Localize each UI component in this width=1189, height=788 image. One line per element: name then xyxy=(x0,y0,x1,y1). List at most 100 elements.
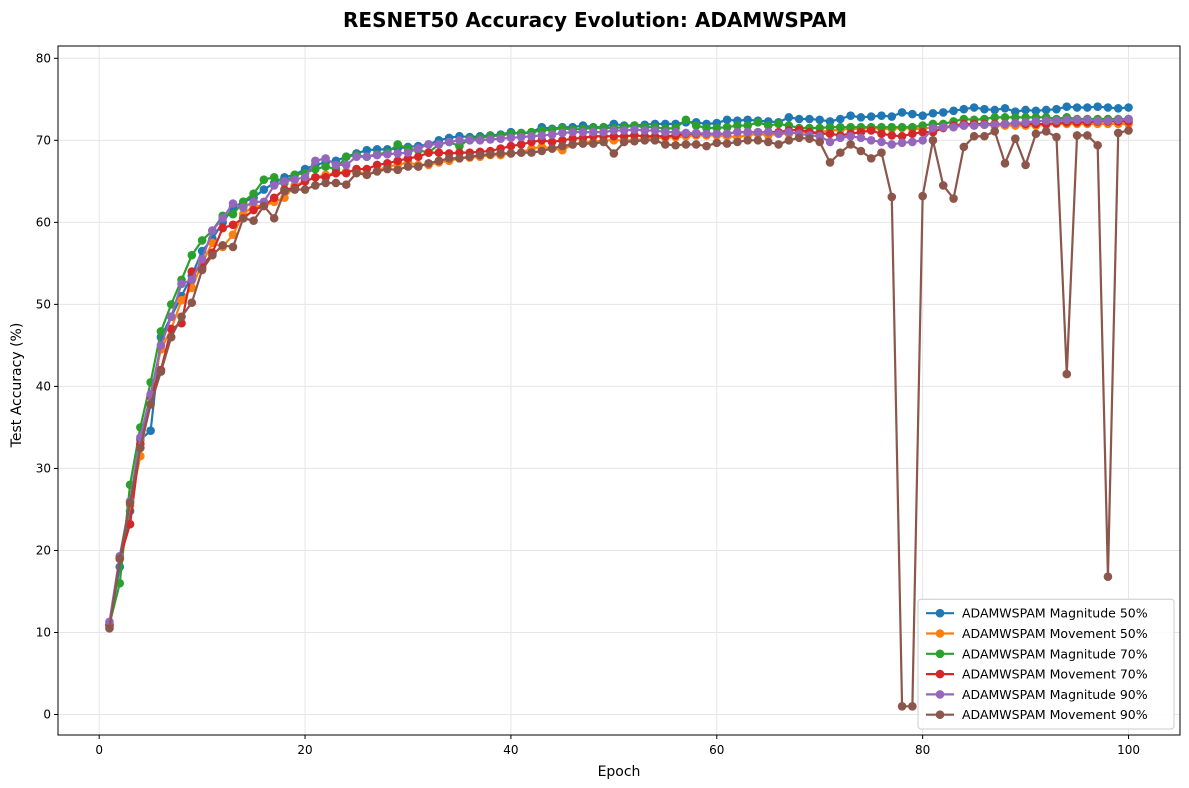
data-point xyxy=(784,136,794,145)
legend-label: ADAMWSPAM Magnitude 90% xyxy=(962,687,1148,702)
data-point xyxy=(578,127,588,137)
data-point xyxy=(341,180,351,189)
data-point xyxy=(897,131,907,141)
data-point xyxy=(146,400,155,409)
data-point xyxy=(866,126,876,135)
data-point xyxy=(836,122,845,132)
data-point xyxy=(815,115,825,125)
data-point xyxy=(321,178,330,188)
data-point xyxy=(619,126,629,135)
legend-item: ADAMWSPAM Magnitude 50% xyxy=(926,606,1148,621)
data-point xyxy=(588,139,598,148)
data-point xyxy=(691,128,701,138)
data-point xyxy=(1103,103,1113,112)
data-point xyxy=(1000,119,1010,129)
data-point xyxy=(486,149,495,159)
data-point xyxy=(516,148,526,157)
data-point xyxy=(269,213,279,223)
data-point xyxy=(249,189,258,198)
data-point xyxy=(516,132,526,142)
data-point xyxy=(218,213,227,223)
data-point xyxy=(599,137,608,147)
data-point xyxy=(866,136,876,145)
data-point xyxy=(712,138,722,148)
data-point xyxy=(856,113,866,122)
data-point xyxy=(125,519,135,529)
data-point xyxy=(1083,115,1092,125)
data-point xyxy=(269,193,279,203)
data-point xyxy=(722,122,732,132)
data-point xyxy=(969,121,979,130)
legend-label: ADAMWSPAM Movement 70% xyxy=(962,667,1148,682)
data-point xyxy=(836,114,845,124)
data-point xyxy=(1062,115,1072,125)
data-point xyxy=(486,135,495,144)
y-axis-label: Test Accuracy (%) xyxy=(9,323,25,449)
data-point xyxy=(774,140,783,149)
x-tick-label: 60 xyxy=(709,743,724,757)
series-line xyxy=(108,117,1129,622)
data-point xyxy=(784,127,794,137)
data-point xyxy=(434,156,444,166)
legend-item: ADAMWSPAM Magnitude 70% xyxy=(926,646,1148,661)
legend-item: ADAMWSPAM Magnitude 90% xyxy=(926,687,1148,702)
data-point xyxy=(908,109,917,119)
data-point xyxy=(434,140,444,149)
data-point xyxy=(681,128,691,138)
data-point xyxy=(938,122,948,132)
y-tick-label: 20 xyxy=(36,543,51,557)
legend-swatch-marker xyxy=(935,690,945,699)
data-point xyxy=(413,152,423,162)
data-point xyxy=(794,133,804,143)
legend-label: ADAMWSPAM Magnitude 50% xyxy=(962,606,1148,621)
data-point xyxy=(187,298,197,308)
data-point xyxy=(238,203,248,212)
data-point xyxy=(887,122,897,132)
data-point xyxy=(866,112,876,121)
data-point xyxy=(352,152,361,162)
data-point xyxy=(846,111,855,121)
data-point xyxy=(918,121,927,130)
x-tick-label: 0 xyxy=(95,743,103,757)
data-point xyxy=(918,136,927,145)
data-point xyxy=(1021,105,1030,115)
data-point xyxy=(558,141,567,151)
data-point xyxy=(547,130,557,139)
data-point xyxy=(784,113,794,122)
data-point xyxy=(383,164,392,174)
data-point xyxy=(805,114,814,124)
data-point xyxy=(856,133,866,143)
data-point xyxy=(722,139,732,148)
data-point xyxy=(949,122,958,132)
data-point xyxy=(331,160,341,170)
data-point xyxy=(197,236,207,245)
data-point xyxy=(1031,106,1041,116)
data-point xyxy=(712,129,722,139)
legend-item: ADAMWSPAM Movement 70% xyxy=(926,667,1148,682)
data-point xyxy=(763,137,773,147)
data-point xyxy=(424,148,433,157)
data-point xyxy=(877,137,886,147)
data-point xyxy=(918,127,927,137)
y-tick-label: 60 xyxy=(36,215,51,229)
data-point xyxy=(290,175,300,184)
data-point xyxy=(156,341,166,350)
data-point xyxy=(825,122,835,132)
data-point xyxy=(331,178,341,188)
data-point xyxy=(671,140,680,150)
data-point xyxy=(671,127,680,137)
data-point xyxy=(403,162,413,171)
series-layer xyxy=(105,102,1133,711)
series-line xyxy=(108,129,1129,708)
data-point xyxy=(1052,116,1061,125)
data-point xyxy=(846,140,855,149)
data-point xyxy=(918,191,927,201)
data-point xyxy=(228,209,238,219)
data-point xyxy=(269,181,279,190)
data-point xyxy=(805,134,814,143)
legend-swatch-marker xyxy=(935,649,945,659)
data-point xyxy=(475,150,485,160)
data-point xyxy=(1093,116,1102,125)
data-point xyxy=(774,129,783,139)
data-point xyxy=(969,103,979,112)
